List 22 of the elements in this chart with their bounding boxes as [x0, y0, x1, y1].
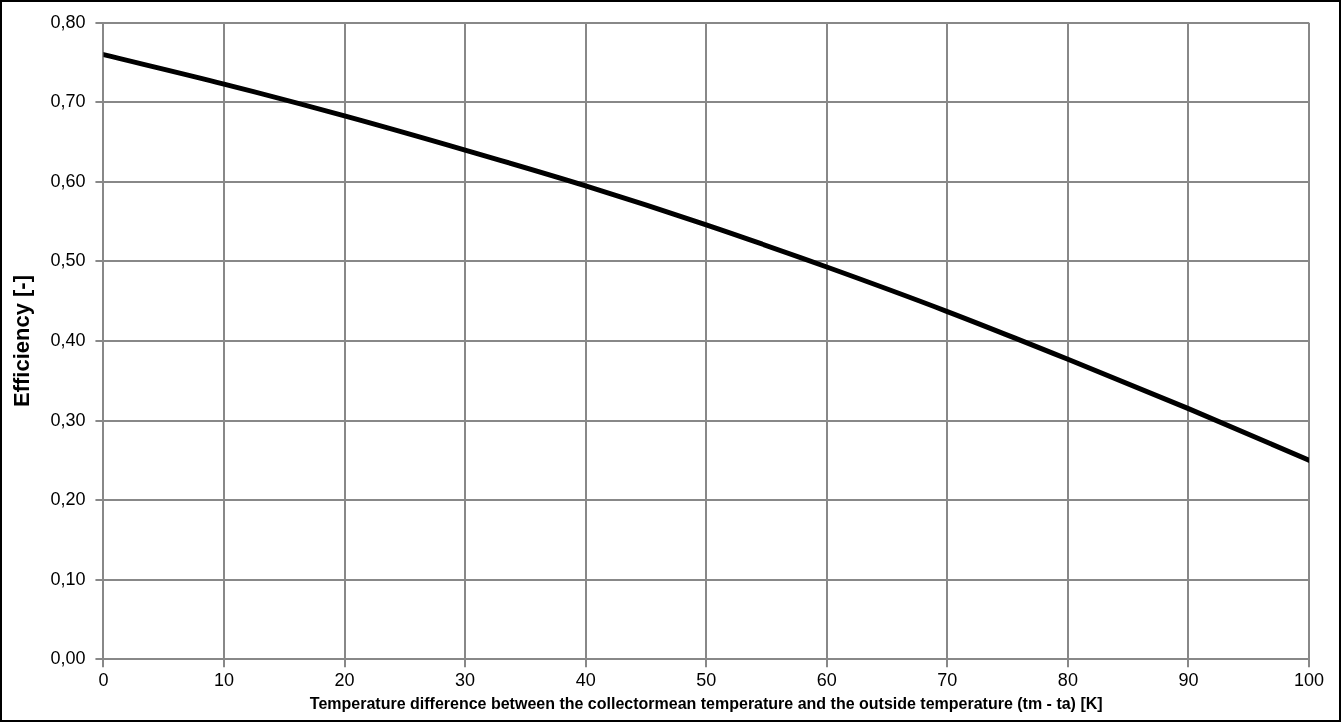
x-tick-label: 0	[98, 669, 109, 690]
x-tick-label: 80	[1057, 669, 1078, 690]
y-axis-title: Efficiency [-]	[9, 274, 35, 408]
x-tick-label: 60	[816, 669, 837, 690]
y-tick-label: 0,60	[50, 170, 86, 191]
x-tick-label: 90	[1178, 669, 1199, 690]
x-tick-label: 50	[696, 669, 717, 690]
y-tick-label: 0,30	[50, 409, 86, 430]
y-tick-label: 0,20	[50, 489, 86, 510]
x-axis-title: Temperature difference between the collectormean temperature and the outside temperature (tm - ta) [K]	[309, 694, 1103, 712]
y-tick-label: 0,40	[50, 329, 86, 350]
y-tick-label: 0,70	[50, 91, 86, 112]
y-tick-label: 0,00	[50, 648, 86, 669]
x-tick-label: 70	[937, 669, 958, 690]
x-tick-label: 100	[1293, 669, 1325, 690]
x-tick-label: 10	[213, 669, 235, 690]
x-tick-label: 30	[455, 669, 476, 690]
x-tick-label: 40	[575, 669, 596, 690]
y-tick-label: 0,50	[50, 250, 86, 271]
y-tick-label: 0,10	[50, 568, 86, 589]
x-tick-label: 20	[334, 669, 355, 690]
y-tick-label: 0,80	[50, 11, 86, 32]
